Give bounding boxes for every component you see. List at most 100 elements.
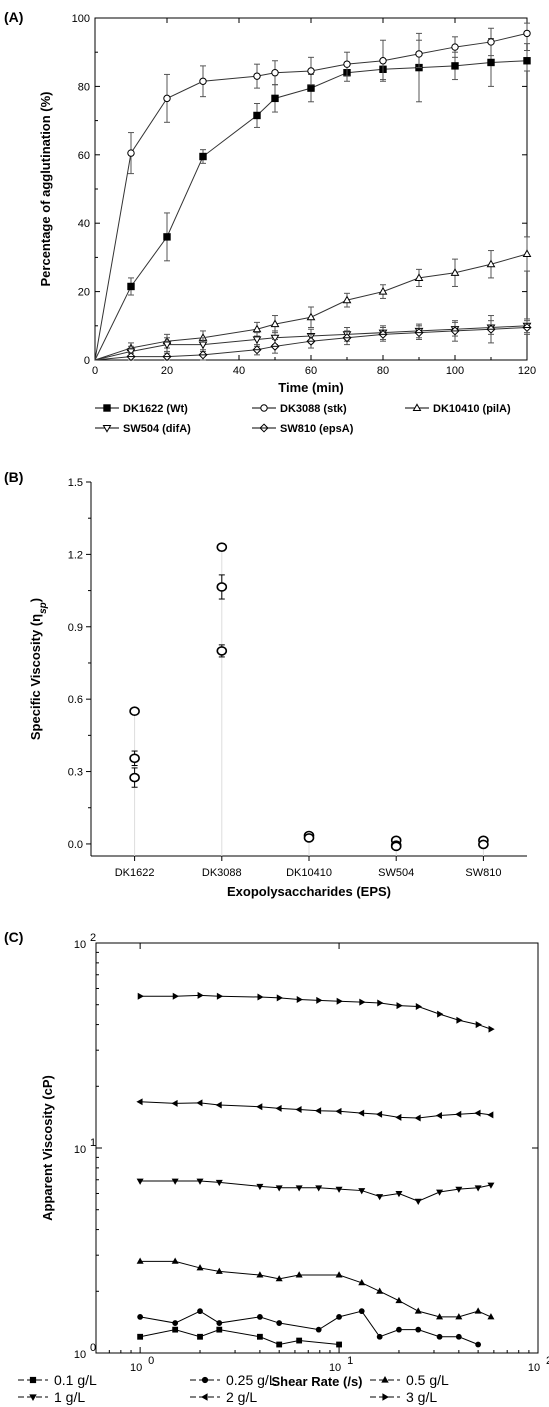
y-tick-label: 40 [78,218,90,230]
data-point [296,1337,303,1344]
data-point [375,1110,383,1118]
series-1 [137,1308,482,1348]
data-point [455,1333,462,1340]
y-tick-label: 10 [74,1349,86,1361]
data-point [376,1287,384,1294]
legend-marker [201,1376,209,1384]
series-4 [94,315,532,362]
data-point [451,43,459,51]
data-point [197,1333,203,1340]
data-point [455,1313,463,1320]
x-tick-exponent: 1 [347,1355,353,1367]
data-point [359,998,366,1006]
data-point [216,542,228,552]
data-point [523,29,531,38]
y-tick-label: 0.9 [68,622,83,634]
data-point [455,1110,462,1118]
data-point [435,1112,442,1120]
data-point [252,324,262,333]
y-tick-label: 100 [72,13,90,25]
y-axis-label: Specific Viscosity (ηsp) [28,598,49,740]
data-point [275,1275,283,1282]
data-point [197,991,204,999]
legend-marker [29,1394,37,1402]
data-point [137,1314,144,1320]
x-tick-label: DK3088 [202,867,242,879]
data-point [358,1188,366,1195]
data-point [171,1257,179,1264]
data-point [215,1179,223,1187]
data-point [414,1198,422,1206]
data-point [163,233,171,241]
data-point [256,1103,263,1111]
data-point [163,94,171,103]
data-point [475,1021,482,1029]
y-tick-exponent: 0 [90,1342,96,1354]
series-0 [137,1326,342,1348]
y-axis-label-main: Specific Viscosity (η [28,614,43,740]
data-point [478,839,489,850]
data-point [395,1113,402,1121]
legend-label: SW810 (epsA) [280,423,354,435]
legend-label: 2 g/L [226,1389,257,1405]
x-tick-label: 100 [446,365,464,377]
data-point [358,1308,365,1315]
data-point [127,282,135,291]
data-point [487,1313,495,1320]
x-tick-exponent: 2 [546,1355,549,1367]
data-point [129,706,140,717]
data-point [487,1111,494,1119]
series-4 [136,1098,494,1122]
y-tick-label: 0.6 [68,694,83,706]
data-point [295,1185,303,1192]
data-point [275,1185,283,1192]
y-tick-label: 0.3 [68,767,83,779]
series-2 [136,1257,495,1320]
legend-marker [260,404,268,412]
data-point [376,1333,383,1340]
legend-marker [29,1376,37,1384]
data-point [276,1341,283,1348]
legend-label: DK3088 (stk) [280,403,347,415]
data-point [523,57,531,65]
data-point [303,833,315,843]
data-point [414,1114,421,1122]
y-tick-label: 0.0 [68,839,83,851]
data-point [488,1025,495,1033]
panel-label: (C) [4,929,23,945]
data-point [307,84,315,92]
x-tick-label: 10 [329,1362,341,1374]
legend-marker [382,1393,390,1401]
data-point [395,1191,403,1198]
legend-marker [103,404,111,412]
y-tick-label: 10 [74,939,86,951]
series-0 [94,32,531,361]
data-point [487,58,495,67]
x-tick-label: SW504 [378,867,414,879]
data-point [379,57,387,65]
data-point [336,997,343,1005]
legend-label: SW504 (difA) [123,423,191,435]
data-point [450,268,460,276]
data-point [335,1186,343,1193]
y-axis-label: Apparent Viscosity (cP) [40,1075,55,1221]
data-point [456,1016,463,1024]
data-point [162,341,172,350]
data-point [276,1320,283,1326]
data-point [172,1326,179,1333]
y-tick-label: 60 [78,150,90,162]
data-point [257,1314,263,1320]
data-point [436,1333,443,1340]
data-point [315,1326,322,1333]
y-axis-label-subscript: sp [38,602,49,614]
data-point [129,772,140,783]
legend-label: 0.25 g/L [226,1372,277,1388]
data-point [358,1279,366,1286]
legend-entry: SW810 (epsA) [252,423,354,435]
y-tick-label: 10 [74,1144,86,1156]
data-point [335,1107,342,1115]
y-tick-label: 0 [84,355,90,367]
data-point [395,1296,403,1304]
data-point [126,348,136,357]
data-point [196,1264,204,1271]
